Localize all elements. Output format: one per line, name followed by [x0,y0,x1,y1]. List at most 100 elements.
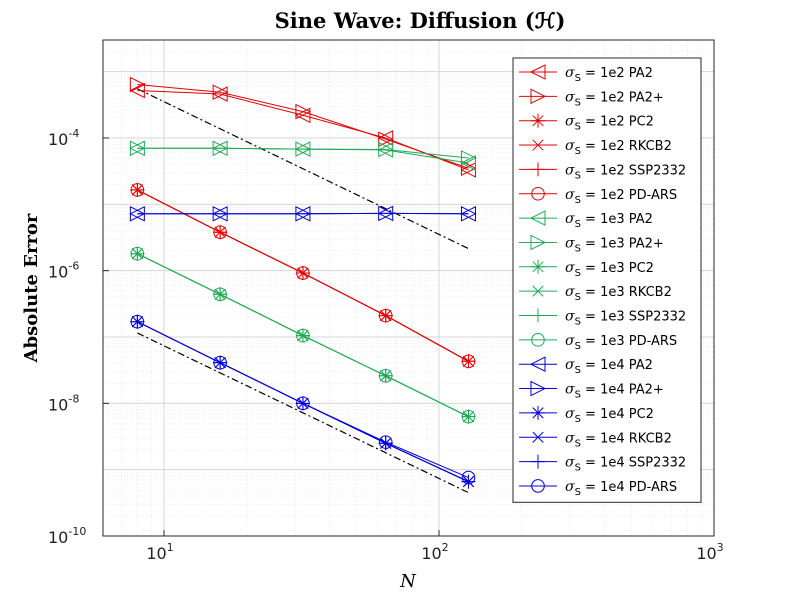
x-tick-label: 102 [421,541,448,563]
data-point-marker [378,369,393,383]
plot-area-frame [102,39,715,537]
legend-entry: σS = 1e3 PC2 [519,260,654,279]
y-tick-label: 10-6 [48,260,79,282]
legend-label: σS = 1e3 PA2+ [565,235,664,254]
legend-entry: σS = 1e2 PD-ARS [519,187,677,206]
data-point-marker [296,266,310,280]
data-point-marker [531,113,545,128]
data-point-marker [460,205,477,222]
data-point-marker [460,150,477,166]
data-point-marker [129,76,146,93]
legend-entry: σS = 1e4 PA2 [519,356,653,376]
legend-entry: σS = 1e2 SSP2332 [519,162,686,181]
data-point-marker [295,141,312,157]
legend-label: σS = 1e2 PA2+ [565,89,664,108]
chart-title: Sine Wave: Diffusion (ℋ) [275,8,566,33]
data-point-marker [529,210,546,226]
legend-entry: σS = 1e4 PD-ARS [519,479,677,498]
y-tick-label: 10-10 [48,525,86,547]
series-line [137,253,469,418]
series-group [129,140,477,166]
reference-lines [137,88,469,494]
data-point-marker [530,88,547,105]
series-group [129,76,477,177]
y-axis-label: Absolute Error [21,213,42,363]
data-point-marker [532,139,544,151]
legend-entry: σS = 1e4 PA2+ [519,380,664,401]
series-line [137,321,469,479]
data-point-marker [531,259,545,274]
data-point-marker [296,328,310,343]
data-point-marker [529,356,546,373]
legend-label: σS = 1e2 PC2 [565,114,654,133]
legend-label: σS = 1e4 PC2 [565,406,654,425]
legend-entry: σS = 1e3 PA2 [519,210,653,230]
x-tick-label: 101 [146,541,173,563]
legend-entry: σS = 1e3 PA2+ [519,234,664,254]
axis-ticks: 101 102 103 10-10 10-8 10-6 10-4 [48,127,724,563]
y-tick-label: 10-8 [48,392,79,414]
series-group [129,82,476,178]
data-point-marker [296,396,310,411]
data-point-marker [212,205,229,222]
data-point-marker [461,470,476,485]
data-point-marker [532,285,544,297]
data-point-marker [461,409,476,424]
data-point-marker [531,162,545,177]
series-group [130,246,476,424]
legend-entry: σS = 1e3 PD-ARS [519,333,677,352]
data-point-marker [531,454,545,469]
data-point-marker [460,160,477,177]
data-point-marker [295,205,312,222]
legend-entry: σS = 1e2 PA2 [519,64,653,84]
series-line [137,147,469,159]
legend-label: σS = 1e4 RKCB2 [565,430,672,449]
legend-label: σS = 1e4 PA2 [565,357,653,376]
legend-label: σS = 1e3 PC2 [565,260,654,279]
data-point-marker [531,479,545,493]
series-line [137,84,469,169]
series-group [129,205,477,222]
data-point-marker [130,246,145,261]
legend-label: σS = 1e3 PA2 [565,211,653,230]
data-point-marker [130,314,145,329]
slope-2-reference-upper [137,88,469,250]
legend-entry: σS = 1e3 SSP2332 [519,308,686,328]
data-point-marker [378,205,394,222]
data-point-marker [212,84,229,101]
legend-label: σS = 1e3 RKCB2 [565,284,672,303]
legend-label: σS = 1e2 PD-ARS [565,187,677,206]
legend-label: σS = 1e2 SSP2332 [565,162,686,181]
data-point-marker [213,355,227,370]
legend-entry: σS = 1e4 SSP2332 [519,454,686,474]
data-point-marker [213,287,227,302]
legend-label: σS = 1e2 RKCB2 [565,138,672,157]
data-point-marker [378,141,394,158]
legend-entry: σS = 1e3 RKCB2 [519,284,672,303]
legend-label: σS = 1e3 SSP2332 [565,309,686,328]
y-tick-label: 10-4 [48,127,79,149]
legend-entry: σS = 1e4 RKCB2 [519,430,672,449]
data-point-marker [212,140,229,157]
data-point-marker [295,103,312,120]
data-point-marker [378,435,393,449]
legend-label: σS = 1e2 PA2 [565,65,653,84]
data-point-marker [531,308,545,323]
legend-label: σS = 1e3 PD-ARS [565,333,677,352]
data-point-marker [530,380,547,397]
legend-entry: σS = 1e2 RKCB2 [519,138,672,157]
x-axis-label: N [399,571,417,592]
legend-entry: σS = 1e4 PC2 [519,406,654,425]
data-point-marker [378,131,394,147]
data-point-marker [530,234,547,251]
data-point-marker [130,183,145,197]
data-point-marker [377,130,394,146]
data-point-marker [129,82,145,99]
series-group [130,183,476,369]
data-point-marker [129,140,146,157]
legend-label: σS = 1e4 PD-ARS [565,479,677,498]
data-point-marker [461,354,476,369]
data-point-marker [213,225,227,239]
data-point-marker [460,155,476,171]
